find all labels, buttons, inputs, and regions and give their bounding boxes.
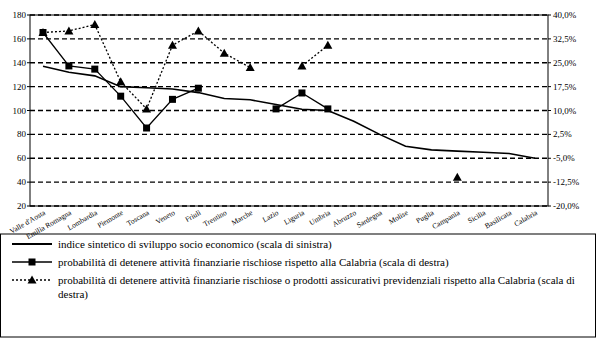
y-tick	[27, 134, 30, 135]
legend-marker	[29, 259, 36, 266]
series-marker	[90, 20, 99, 28]
y2-tick	[548, 38, 551, 39]
y2-tick-label: 40,0%	[553, 10, 577, 20]
series-line	[43, 33, 328, 129]
y-tick-label: 140	[13, 58, 27, 68]
y2-tick	[548, 182, 551, 183]
grid-line	[30, 38, 548, 39]
series-line	[43, 25, 457, 178]
grid-line	[30, 110, 548, 111]
x-tick-label: Trentino	[202, 208, 229, 229]
y2-tick	[548, 158, 551, 159]
x-tick-label: Lazio	[261, 208, 281, 224]
y-tick-label: 160	[13, 34, 27, 44]
series-marker	[168, 41, 177, 49]
series-marker	[195, 85, 202, 92]
x-tick-label: Piemonte	[96, 208, 126, 230]
y-tick	[27, 206, 30, 207]
y-tick	[27, 86, 30, 87]
x-tick-label: Friuli	[183, 208, 202, 224]
x-tick-label: Molise	[387, 208, 410, 227]
series-marker	[453, 173, 462, 181]
grid-line	[30, 158, 548, 159]
y-tick	[27, 158, 30, 159]
y-tick	[27, 110, 30, 111]
y2-tick-label: 32,5%	[553, 34, 577, 44]
series-marker	[64, 26, 73, 34]
y2-tick	[548, 62, 551, 63]
x-tick-label: Toscana	[125, 208, 151, 228]
legend-label: probabilità di detenere attività finanzi…	[58, 256, 449, 269]
series-marker	[246, 63, 255, 71]
series-marker	[169, 96, 176, 103]
plot-frame	[30, 15, 548, 206]
y-tick-label: 100	[13, 106, 27, 116]
y-tick-label: 120	[13, 82, 27, 92]
y2-tick	[548, 15, 551, 16]
x-tick-label: Abruzzo	[331, 208, 358, 229]
y2-tick	[548, 206, 551, 207]
y-tick-label: 80	[17, 129, 27, 139]
y2-tick	[548, 110, 551, 111]
series-marker	[323, 41, 332, 49]
series-marker	[65, 62, 72, 69]
y2-tick-label: 17,5%	[553, 82, 577, 92]
series-marker	[324, 105, 331, 112]
series-marker	[91, 66, 98, 73]
x-tick-label: Calabria	[512, 208, 539, 229]
x-tick-label: Umbria	[307, 208, 332, 228]
series-marker	[194, 26, 203, 34]
grid-line	[30, 86, 548, 87]
series-line	[43, 66, 535, 158]
x-tick-label: Veneto	[154, 208, 177, 226]
chart: 20 40 60 80 100 120 140 160 180 -20,0% -12,5% -5,0%…	[0, 0, 596, 338]
series-marker	[143, 125, 150, 132]
y-tick	[27, 38, 30, 39]
y2-tick-label: -20,0%	[553, 201, 580, 211]
series-marker	[298, 89, 305, 96]
y2-tick-label: 2,5%	[553, 129, 572, 139]
x-tick-label: Lombardia	[66, 208, 100, 233]
y2-tick	[548, 134, 551, 135]
series-marker	[220, 49, 229, 57]
legend-box	[1, 234, 596, 337]
x-tick-label: Marche	[230, 208, 255, 228]
series-marker	[39, 28, 48, 36]
series-marker	[116, 77, 125, 85]
grid-line	[30, 181, 548, 182]
y-tick	[27, 15, 30, 16]
x-tick-label: Liguria	[282, 208, 306, 227]
series-marker	[297, 61, 306, 69]
marks	[39, 20, 536, 181]
legend-label: indice sintetico di sviluppo socio econo…	[58, 238, 332, 251]
x-tick-label: Campania	[430, 208, 461, 231]
y-tick-label: 20	[17, 201, 27, 211]
legend-label: probabilità di detenere attività finanzi…	[58, 274, 575, 301]
grid-line	[30, 62, 548, 63]
legend-line	[12, 243, 52, 245]
y2-tick-label: -5,0%	[553, 153, 575, 163]
y2-tick	[548, 86, 551, 87]
y-tick-label: 40	[17, 177, 27, 187]
y2-tick-label: 10,0%	[553, 106, 577, 116]
y2-tick-label: 25,0%	[553, 58, 577, 68]
y-tick-label: 180	[13, 10, 27, 20]
series-marker	[273, 105, 280, 112]
x-tick-label: Sardegna	[355, 208, 384, 230]
y-tick	[27, 62, 30, 63]
series-marker	[142, 104, 151, 112]
y-tick	[27, 182, 30, 183]
y2-tick-label: -12,5%	[553, 177, 580, 187]
series-marker	[40, 29, 47, 36]
grid-line	[30, 134, 548, 135]
series-marker	[117, 93, 124, 100]
x-tick-label: Basilicata	[483, 208, 514, 231]
y-tick-label: 60	[17, 153, 27, 163]
legend-marker	[28, 276, 37, 284]
